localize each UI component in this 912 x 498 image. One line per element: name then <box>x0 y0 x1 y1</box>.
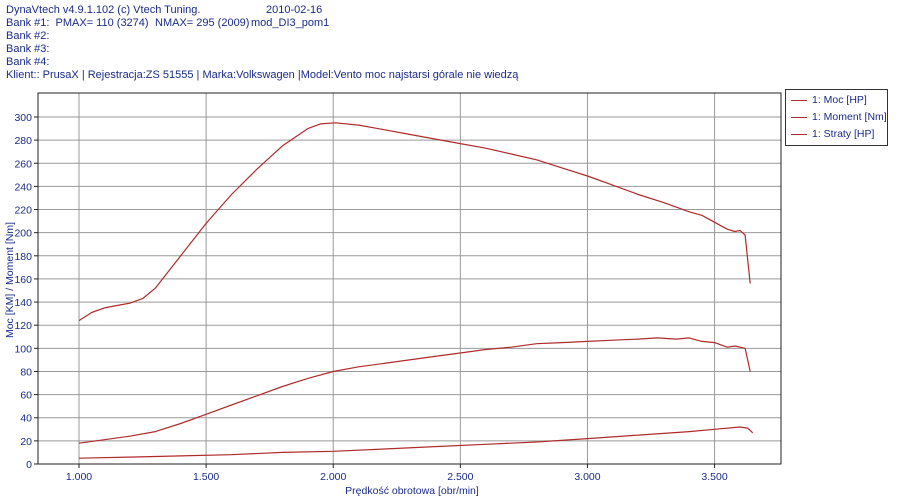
legend-item-moment: 1: Moment [Nm] <box>786 110 887 124</box>
series-line-straty <box>78 426 754 459</box>
legend: 1: Moc [HP] 1: Moment [Nm] 1: Straty [HP… <box>785 89 888 146</box>
y-tick-label: 220 <box>14 205 32 217</box>
x-tick-label: 2.500 <box>447 471 473 483</box>
legend-item-moc: 1: Moc [HP] <box>786 93 887 107</box>
y-ticks: 0 20 40 60 80 100 120 140 160 180 200 220 240 260 280 3… <box>14 112 38 471</box>
app-title: DynaVtech v4.9.1.102 (c) Vtech Tuning. <box>6 4 201 16</box>
series-line-moment <box>78 122 751 322</box>
y-tick-label: 180 <box>14 251 32 263</box>
y-tick-label: 200 <box>14 228 32 240</box>
y-tick-label: 160 <box>14 274 32 286</box>
legend-label: 1: Straty [HP] <box>812 128 875 140</box>
y-tick-label: 140 <box>14 297 32 309</box>
bank1-nmax: NMAX= 295 (2009) <box>155 17 250 29</box>
legend-label: 1: Moment [Nm] <box>812 111 887 123</box>
legend-swatch <box>791 117 807 118</box>
x-tick-label: 1.500 <box>193 471 219 483</box>
grid <box>38 93 781 464</box>
report-date: 2010-02-16 <box>266 4 323 16</box>
y-tick-label: 100 <box>14 343 32 355</box>
bank1-mod: mod_DI3_pom1 <box>251 17 330 29</box>
y-tick-label: 80 <box>20 366 32 378</box>
y-tick-label: 0 <box>26 459 32 471</box>
y-tick-label: 240 <box>14 181 32 193</box>
bank1-pmax: Bank #1: PMAX= 110 (3274) <box>6 17 149 29</box>
y-tick-label: 280 <box>14 135 32 147</box>
y-axis-label: Moc [KM] / Moment [Nm] <box>4 222 16 338</box>
y-tick-label: 20 <box>20 436 32 448</box>
legend-swatch <box>791 100 807 101</box>
series-line-moc <box>78 337 751 444</box>
y-tick-label: 260 <box>14 158 32 170</box>
legend-swatch <box>791 134 807 135</box>
bank4-label: Bank #4: <box>6 56 50 68</box>
x-tick-label: 1.000 <box>66 471 92 483</box>
y-tick-label: 60 <box>20 390 32 402</box>
y-tick-label: 300 <box>14 112 32 124</box>
legend-label: 1: Moc [HP] <box>812 94 867 106</box>
y-tick-label: 120 <box>14 320 32 332</box>
x-tick-label: 3.500 <box>701 471 727 483</box>
bank3-label: Bank #3: <box>6 43 50 55</box>
x-ticks: 1.000 1.500 2.000 2.500 3.000 3.500 <box>66 464 728 483</box>
legend-item-straty: 1: Straty [HP] <box>786 127 887 141</box>
y-tick-label: 40 <box>20 413 32 425</box>
bank2-label: Bank #2: <box>6 30 50 42</box>
x-axis-label: Prędkość obrotowa [obr/min] <box>345 485 479 497</box>
series <box>78 122 754 459</box>
x-tick-label: 3.000 <box>574 471 600 483</box>
client-info: Klient:: PrusaX | Rejestracja:ZS 51555 |… <box>6 69 519 81</box>
x-tick-label: 2.000 <box>320 471 346 483</box>
